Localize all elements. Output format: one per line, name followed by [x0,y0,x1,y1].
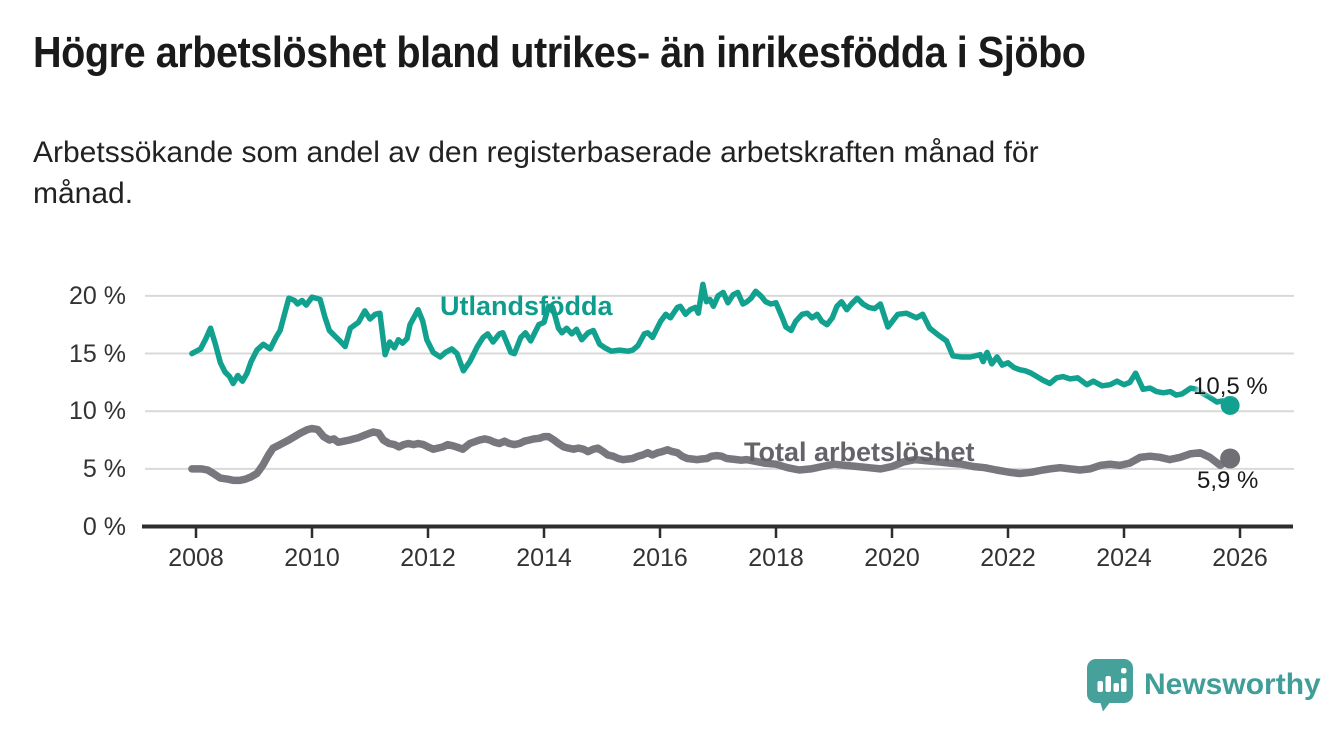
x-tick-label: 2020 [864,544,920,572]
x-tick-label: 2012 [400,544,456,572]
y-tick-label: 15 % [69,339,126,368]
y-tick-label: 20 % [69,281,126,310]
x-tick-label: 2026 [1212,544,1268,572]
series-end-dot-total [1220,448,1241,469]
series-line-total [188,424,1234,485]
end-value-label-utlandsfodda: 10,5 % [1193,373,1268,400]
series-end-dot-utlandsfodda [1220,395,1240,415]
x-tick-label: 2024 [1096,544,1152,572]
x-tick-label: 2022 [980,544,1036,572]
y-tick-label: 5 % [82,454,126,483]
end-value-label-total: 5,9 % [1197,467,1259,494]
logo-bars [1097,668,1127,692]
x-tick-label: 2010 [284,544,340,572]
series-label-total-arbetsloshet: Total arbetslöshet [744,437,975,467]
newsworthy-logo[interactable]: Newsworthy [1086,658,1321,712]
y-tick-label: 0 % [82,512,126,541]
series-line-utlandsfodda [189,281,1233,409]
x-tick-label: 2016 [632,544,688,572]
subtitle-line-2: månad. [33,177,134,210]
x-tick-label: 2008 [168,544,224,572]
x-tick-label: 2018 [748,544,804,572]
y-tick-label: 10 % [69,397,126,426]
newsworthy-logo-text: Newsworthy [1144,668,1321,701]
subtitle-line-1: Arbetssökande som andel av den registerb… [33,136,1039,169]
chart-subtitle: Arbetssökande som andel av den registerb… [33,132,1039,214]
x-tick-label: 2014 [516,544,572,572]
newsworthy-logo-icon [1087,659,1133,712]
series-label-utlandsfodda: Utlandsfödda [440,291,613,321]
page-title: Högre arbetslöshet bland utrikes- än inr… [33,28,1086,77]
